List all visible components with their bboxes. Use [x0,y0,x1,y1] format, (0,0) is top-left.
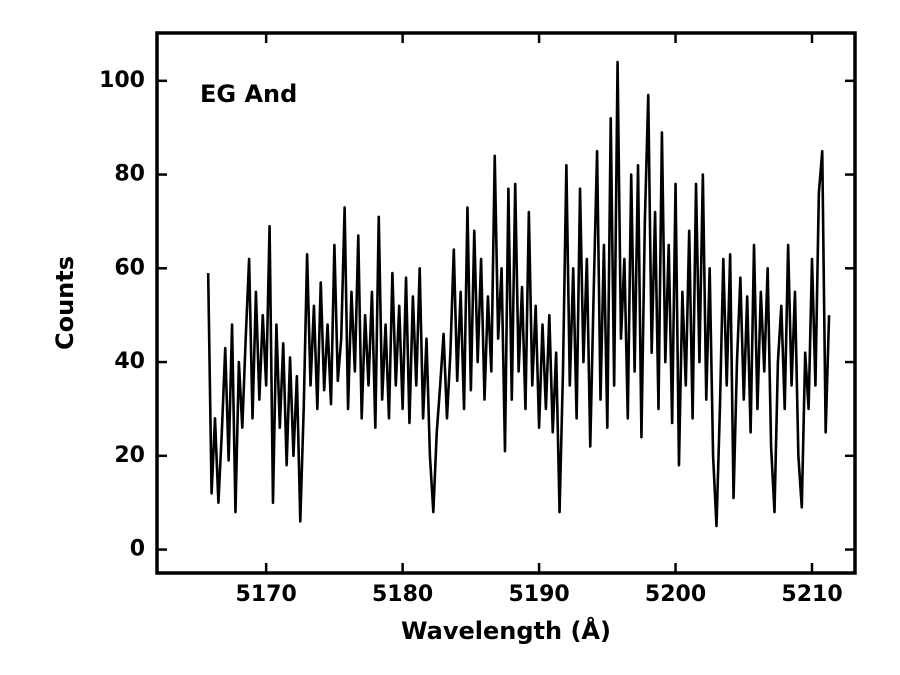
y-tick-label: 0 [130,537,145,562]
y-tick-label: 100 [99,68,145,93]
y-tick-label: 20 [114,443,145,468]
x-tick-label: 5190 [508,582,569,607]
plot-frame [155,31,857,575]
y-tick-label: 80 [114,162,145,187]
y-tick-label: 60 [114,255,145,280]
annotation: EG And [200,80,297,108]
spectrum-line [206,60,831,528]
y-axis-label: Counts [51,256,79,350]
x-tick-label: 5200 [645,582,706,607]
x-tick-label: 5210 [781,582,842,607]
x-axis-label: Wavelength (Å) [401,616,611,645]
y-tick-label: 40 [114,349,145,374]
x-tick-label: 5180 [372,582,433,607]
x-tick-label: 5170 [236,582,297,607]
